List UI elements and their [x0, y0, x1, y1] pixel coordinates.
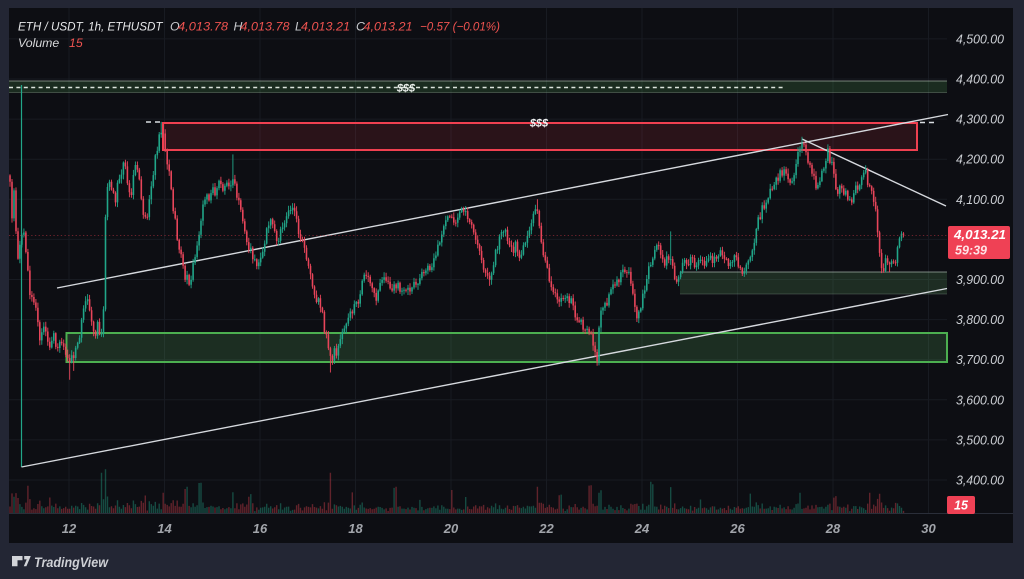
svg-text:26: 26 — [729, 521, 745, 536]
svg-text:$$$: $$$ — [529, 118, 549, 130]
svg-text:4,013.78: 4,013.78 — [178, 20, 228, 34]
svg-text:4,013.21: 4,013.21 — [301, 20, 350, 34]
svg-text:4,013.21: 4,013.21 — [953, 228, 1006, 242]
svg-text:16: 16 — [253, 521, 268, 536]
svg-text:H: H — [234, 20, 243, 34]
svg-text:ETH / USDT, 1h, ETHUSDT: ETH / USDT, 1h, ETHUSDT — [18, 20, 164, 34]
svg-text:3,900.00: 3,900.00 — [956, 272, 1005, 287]
svg-text:$$$: $$$ — [396, 83, 416, 95]
svg-text:4,200.00: 4,200.00 — [956, 152, 1005, 167]
svg-text:24: 24 — [634, 521, 650, 536]
svg-text:3,500.00: 3,500.00 — [956, 432, 1005, 447]
svg-text:4,300.00: 4,300.00 — [956, 112, 1005, 127]
svg-text:3,800.00: 3,800.00 — [956, 312, 1005, 327]
svg-text:Volume: Volume — [18, 36, 59, 50]
svg-text:L: L — [295, 20, 302, 34]
svg-text:3,600.00: 3,600.00 — [956, 392, 1005, 407]
svg-text:20: 20 — [443, 521, 459, 536]
svg-text:−0.57 (−0.01%): −0.57 (−0.01%) — [420, 20, 500, 34]
svg-text:30: 30 — [921, 521, 936, 536]
svg-text:59:39: 59:39 — [955, 244, 987, 258]
svg-text:15: 15 — [69, 36, 83, 50]
svg-text:4,013.78: 4,013.78 — [241, 20, 290, 34]
svg-text:4,400.00: 4,400.00 — [956, 72, 1005, 87]
svg-text:4,500.00: 4,500.00 — [956, 31, 1005, 46]
svg-text:15: 15 — [954, 499, 969, 513]
svg-text:14: 14 — [157, 521, 172, 536]
svg-text:28: 28 — [825, 521, 841, 536]
svg-text:TradingView: TradingView — [34, 554, 109, 570]
svg-text:C: C — [356, 20, 365, 34]
svg-text:3,700.00: 3,700.00 — [956, 352, 1005, 367]
svg-text:12: 12 — [62, 521, 77, 536]
svg-text:3,400.00: 3,400.00 — [956, 473, 1005, 488]
svg-text:4,013.21: 4,013.21 — [364, 20, 413, 34]
svg-text:O: O — [170, 20, 180, 34]
svg-text:18: 18 — [348, 521, 363, 536]
svg-text:22: 22 — [538, 521, 554, 536]
svg-text:4,100.00: 4,100.00 — [956, 192, 1005, 207]
